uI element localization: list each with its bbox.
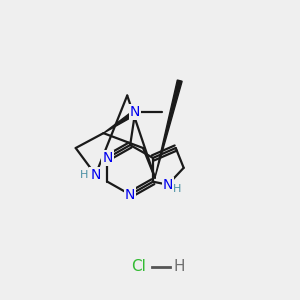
Text: N: N bbox=[125, 188, 135, 202]
Text: H: H bbox=[174, 260, 185, 274]
Text: H: H bbox=[172, 184, 181, 194]
Text: H: H bbox=[80, 170, 88, 180]
Text: N: N bbox=[163, 178, 173, 192]
Text: N: N bbox=[102, 151, 112, 165]
Polygon shape bbox=[155, 80, 182, 178]
Text: N: N bbox=[90, 168, 101, 182]
Text: N: N bbox=[130, 105, 140, 119]
Text: Cl: Cl bbox=[131, 260, 146, 274]
Polygon shape bbox=[103, 110, 136, 133]
